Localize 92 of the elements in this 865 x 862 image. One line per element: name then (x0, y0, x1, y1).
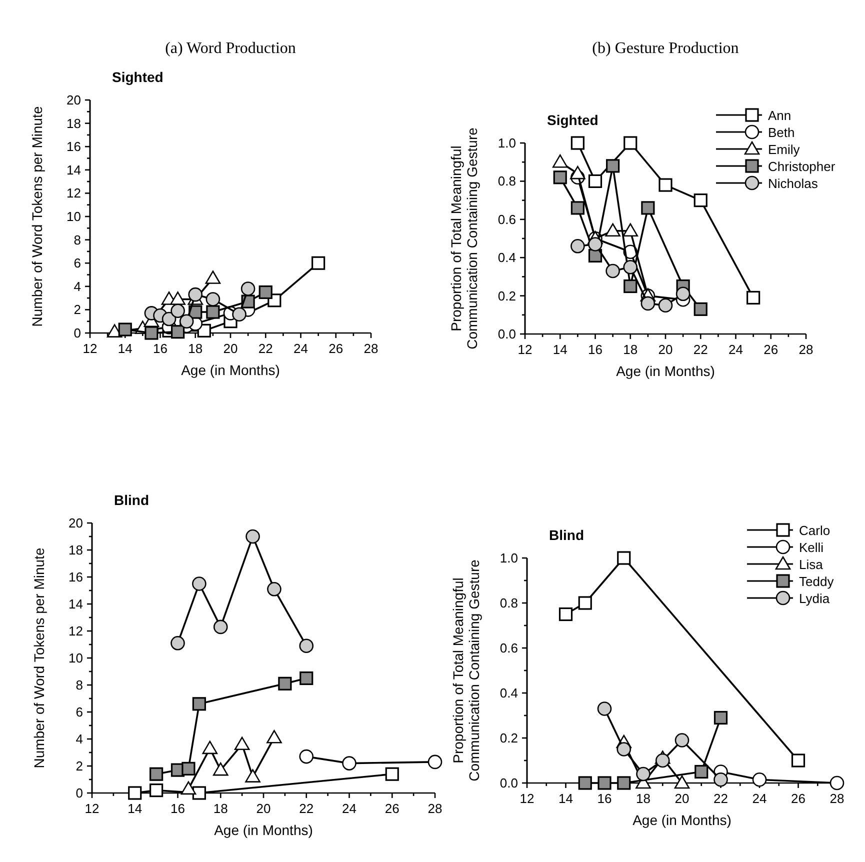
y-tick-label: 10 (68, 650, 83, 666)
x-tick-label: 16 (588, 342, 602, 357)
y-tick-label: 1.0 (498, 136, 516, 150)
x-tick-label: 18 (623, 342, 638, 357)
y-tick-label: 18 (66, 116, 81, 131)
y-tick-label: 0.4 (500, 686, 518, 700)
y-tick-label: 8 (74, 232, 81, 248)
x-tick-label: 12 (518, 342, 532, 357)
x-tick-label: 18 (213, 801, 228, 816)
y-axis-title: Proportion of Total Meaningful Communication Containing Gesture (448, 127, 480, 350)
y-tick-label: 10 (66, 209, 81, 224)
legend-label: Carlo (799, 523, 830, 538)
legend-label: Kelli (799, 540, 824, 555)
x-tick-label: 24 (752, 791, 767, 806)
y-tick-label: 6 (76, 704, 83, 720)
y-tick-label: 16 (66, 139, 81, 154)
x-tick-label: 22 (299, 801, 314, 816)
legend-label: Nicholas (768, 176, 818, 191)
x-tick-label: 18 (188, 341, 203, 356)
y-axis-title: Number of Word Tokens per Minute (29, 106, 45, 327)
x-tick-label: 28 (798, 342, 814, 357)
y-tick-label: 4 (76, 732, 83, 746)
x-tick-label: 24 (728, 342, 743, 357)
y-tick-label: 20 (68, 516, 83, 530)
x-tick-label: 20 (256, 801, 271, 816)
y-tick-label: 12 (68, 624, 83, 638)
y-tick-label: 2 (76, 758, 83, 774)
y-tick-label: 0.2 (500, 730, 518, 746)
x-tick-label: 16 (597, 791, 612, 806)
y-tick-label: 20 (66, 92, 81, 108)
chart-title: (b) Gesture Production (592, 40, 739, 57)
x-tick-label: 28 (364, 341, 378, 356)
y-axis-title: Number of Word Tokens per Minute (31, 548, 47, 768)
x-tick-label: 20 (674, 791, 690, 806)
x-tick-label: 28 (830, 791, 844, 806)
text: Sighted (547, 112, 598, 128)
y-tick-label: 0.6 (498, 212, 516, 227)
y-tick-label: 4 (74, 278, 81, 294)
legend-label: Lisa (799, 557, 824, 572)
y-tick-label: 12 (66, 186, 81, 201)
legend-label: Christopher (768, 159, 836, 174)
x-axis-title: Age (in Months) (616, 363, 715, 379)
x-tick-label: 14 (118, 341, 132, 356)
y-tick-label: 0.8 (500, 596, 518, 610)
x-tick-label: 22 (714, 791, 728, 806)
x-tick-label: 28 (428, 801, 442, 816)
x-tick-label: 16 (170, 801, 185, 816)
y-tick-label: 0 (76, 786, 83, 800)
x-tick-label: 14 (552, 342, 568, 357)
x-axis-title: Age (in Months) (214, 822, 313, 838)
legend-label: Lydia (799, 591, 830, 606)
text: Blind (549, 527, 584, 543)
x-tick-label: 22 (693, 342, 708, 357)
legend-label: Beth (768, 125, 795, 140)
x-tick-label: 20 (658, 342, 673, 357)
chart-title: (a) Word Production (165, 40, 296, 57)
y-tick-label: 0.6 (500, 640, 518, 656)
x-axis-title: Age (in Months) (181, 362, 280, 378)
text: Sighted (112, 69, 164, 85)
x-tick-label: 20 (223, 341, 238, 356)
x-tick-label: 12 (520, 791, 534, 806)
y-tick-label: 1.0 (500, 550, 518, 566)
y-tick-label: 6 (74, 256, 81, 271)
x-tick-label: 26 (764, 342, 778, 357)
y-tick-label: 0.0 (498, 326, 516, 342)
y-tick-label: 8 (76, 678, 83, 692)
legend-label: Emily (768, 142, 800, 157)
x-tick-label: 26 (384, 801, 400, 816)
text: Blind (114, 492, 149, 508)
x-tick-label: 14 (128, 801, 142, 816)
y-tick-label: 16 (68, 570, 83, 584)
x-axis-title: Age (in Months) (632, 812, 732, 828)
x-tick-label: 18 (636, 791, 650, 806)
y-tick-label: 18 (68, 542, 83, 558)
y-tick-label: 0.2 (498, 288, 516, 304)
y-tick-label: 0 (74, 326, 81, 340)
x-tick-label: 24 (294, 341, 308, 356)
y-tick-label: 0.4 (498, 250, 516, 266)
legend-label: Teddy (799, 574, 834, 589)
y-tick-label: 14 (68, 596, 83, 612)
x-tick-label: 14 (558, 791, 573, 806)
x-tick-label: 26 (791, 791, 806, 806)
y-tick-label: 0.0 (500, 776, 518, 790)
x-tick-label: 16 (153, 341, 168, 356)
y-tick-label: 14 (66, 162, 81, 178)
y-tick-label: 2 (74, 302, 81, 318)
x-tick-label: 22 (258, 341, 273, 356)
legend-label: Ann (768, 108, 792, 123)
y-tick-label: 0.8 (498, 174, 516, 189)
x-tick-label: 26 (328, 341, 344, 356)
y-axis-title: Proportion of Total Meaningful Communication Containing Gesture (450, 559, 482, 782)
x-tick-label: 24 (342, 801, 356, 816)
